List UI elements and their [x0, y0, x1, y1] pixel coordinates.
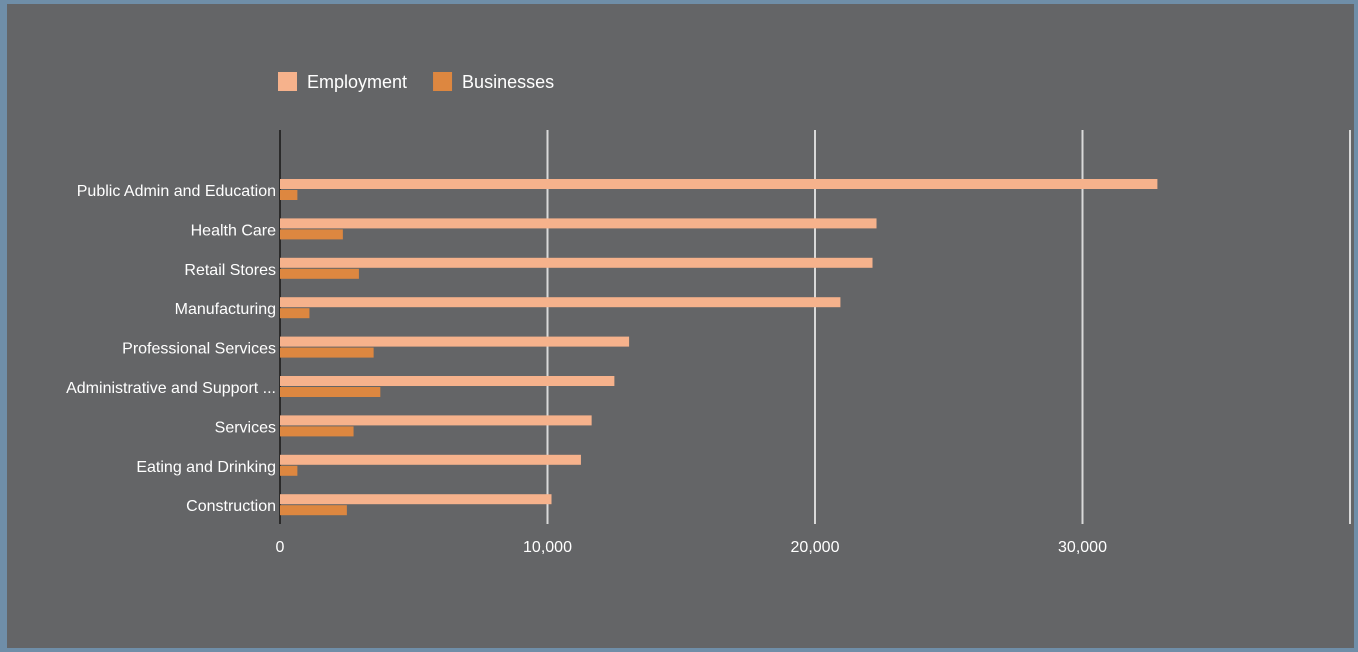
- bar-employment[interactable]: [280, 415, 592, 426]
- gridlines: [279, 130, 1351, 524]
- bar-businesses[interactable]: [280, 505, 347, 516]
- category-labels: Public Admin and Education Health Care Ret…: [66, 183, 276, 515]
- legend-swatch-employment: [278, 72, 297, 91]
- x-axis-tick-labels: 0 10,000 20,000 30,000: [276, 539, 1108, 556]
- bar-businesses[interactable]: [280, 387, 381, 397]
- bar-businesses[interactable]: [280, 426, 354, 437]
- legend: Employment Businesses: [278, 72, 554, 92]
- legend-label-businesses: Businesses: [462, 72, 554, 92]
- legend-label-employment: Employment: [307, 72, 407, 92]
- bar-employment[interactable]: [280, 494, 552, 505]
- bar-employment[interactable]: [280, 376, 615, 386]
- bar-employment[interactable]: [280, 218, 877, 229]
- category-label: Manufacturing: [175, 301, 276, 318]
- x-tick-label: 0: [276, 539, 285, 556]
- category-label: Construction: [186, 498, 276, 515]
- bar-employment[interactable]: [280, 454, 581, 465]
- category-label: Administrative and Support ...: [66, 380, 276, 397]
- x-tick-label: 20,000: [791, 539, 840, 556]
- category-label: Health Care: [191, 222, 276, 239]
- bar-businesses[interactable]: [280, 347, 374, 358]
- bar-employment[interactable]: [280, 297, 841, 308]
- legend-swatch-businesses: [433, 72, 453, 91]
- bar-businesses[interactable]: [280, 308, 310, 319]
- bar-businesses[interactable]: [280, 465, 298, 476]
- category-label: Services: [215, 419, 276, 436]
- bar-businesses[interactable]: [280, 190, 298, 200]
- bar-employment[interactable]: [280, 257, 873, 268]
- bar-chart: Public Admin and Education Health Care Ret…: [66, 72, 1351, 556]
- x-tick-label: 10,000: [523, 539, 572, 556]
- category-label: Professional Services: [122, 341, 276, 358]
- bars: [280, 179, 1158, 516]
- category-label: Eating and Drinking: [136, 459, 276, 476]
- category-label: Public Admin and Education: [77, 183, 276, 200]
- bar-businesses[interactable]: [280, 268, 359, 279]
- bar-employment[interactable]: [280, 336, 630, 347]
- x-tick-label: 30,000: [1058, 539, 1107, 556]
- category-label: Retail Stores: [184, 262, 276, 279]
- bar-businesses[interactable]: [280, 229, 343, 240]
- bar-employment[interactable]: [280, 179, 1158, 189]
